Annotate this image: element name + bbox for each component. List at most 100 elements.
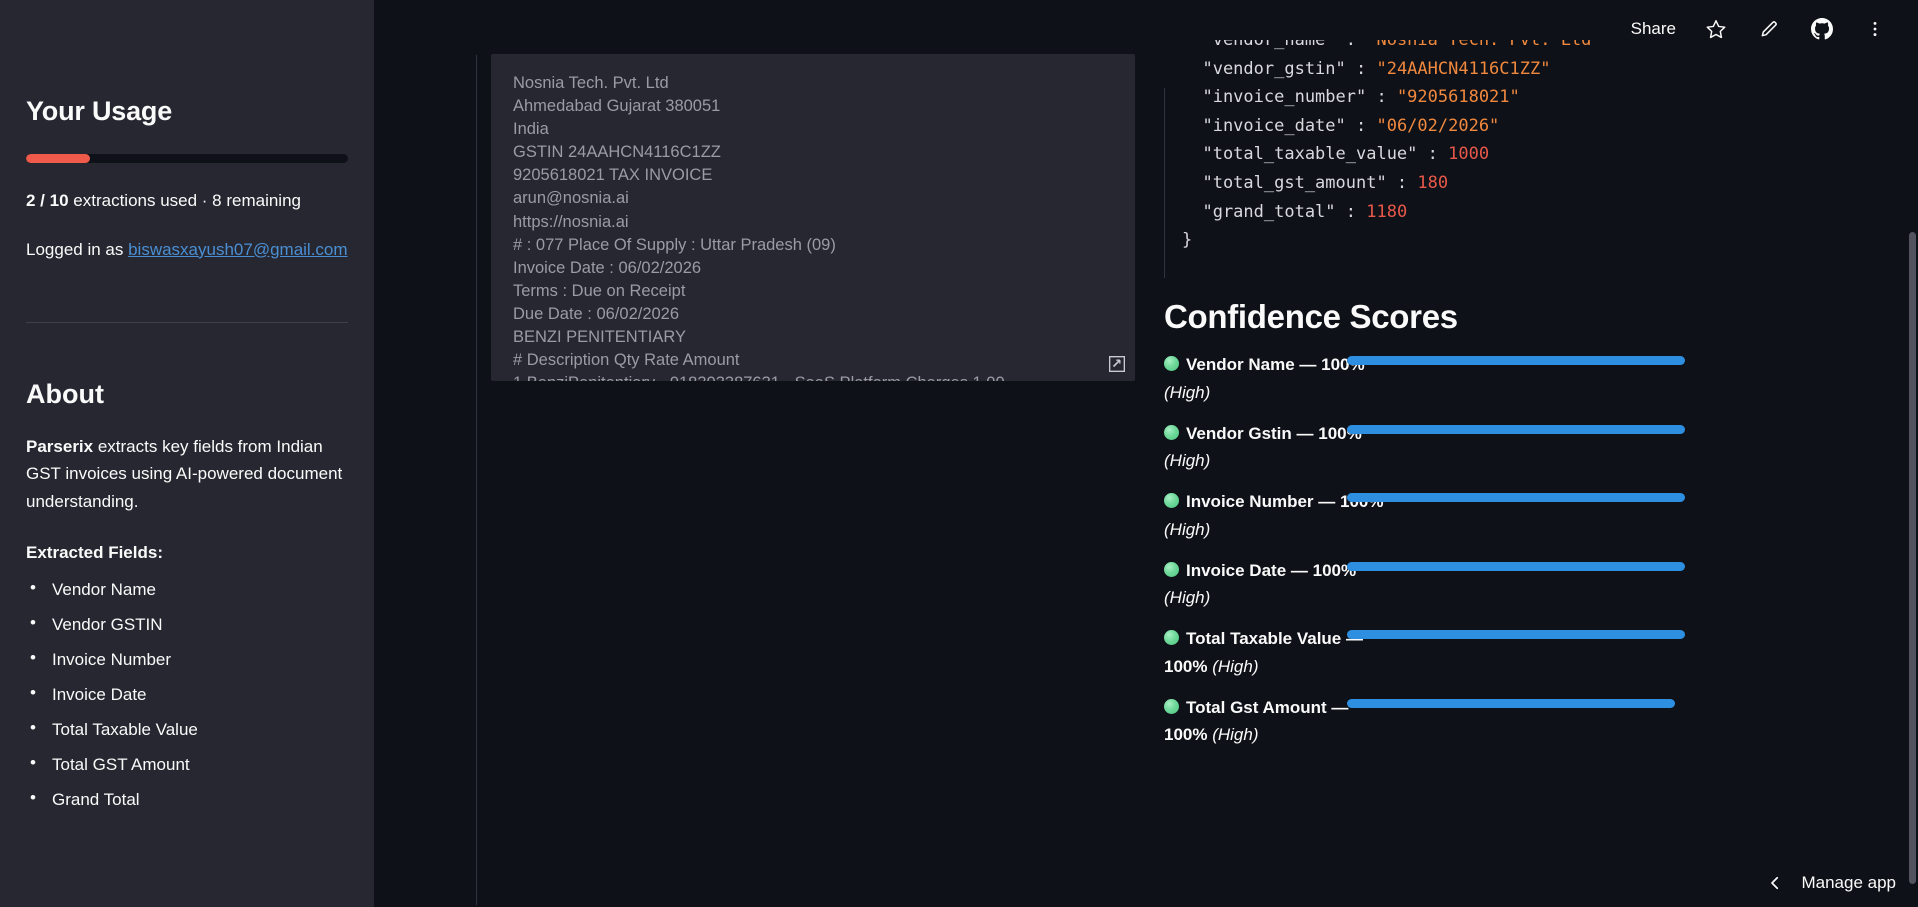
confidence-percent: 100% — [1164, 656, 1213, 676]
logged-in-prefix: Logged in as — [26, 239, 129, 259]
confidence-quality: (High) — [1164, 519, 1211, 539]
status-dot-icon — [1164, 356, 1179, 371]
code-line: "vendor_gstin" : "24AAHCN4116C1ZZ" — [1164, 55, 1904, 84]
confidence-field-name: Total Taxable Value — — [1186, 629, 1363, 648]
confidence-percent: 100% — [1164, 725, 1213, 745]
code-line: "invoice_date" : "06/02/2026" — [1164, 112, 1904, 141]
json-value: 1000 — [1448, 144, 1490, 165]
confidence-progress-fill — [1347, 493, 1685, 502]
user-email-link[interactable]: biswasxayush07@gmail.com — [128, 239, 348, 259]
status-dot-icon — [1164, 493, 1179, 508]
json-value: 180 — [1417, 172, 1449, 193]
json-key: "vendor_gstin" : — [1182, 58, 1377, 79]
confidence-label: Total Gst Amount — 100% (High) — [1164, 694, 1389, 749]
confidence-label: Vendor Gstin — 100% (High) — [1164, 420, 1389, 475]
json-value: "24AAHCN4116C1ZZ" — [1376, 58, 1551, 79]
document-line: # : 077 Place Of Supply : Uttar Pradesh … — [513, 235, 836, 254]
logged-in-row: Logged in as biswasxayush07@gmail.com — [26, 240, 348, 260]
confidence-scores-list: Vendor Name — 100% (High) Vendor Gstin — … — [1164, 348, 1904, 759]
share-button[interactable]: Share — [1630, 19, 1676, 38]
confidence-progress-fill — [1347, 630, 1685, 639]
document-line: Terms : Due on Receipt — [513, 281, 686, 300]
code-line: "vendor_name" : "Nosnia Tech. Pvt. Ltd" — [1164, 40, 1904, 55]
about-heading: About — [26, 378, 104, 409]
manage-app-label: Manage app — [1801, 873, 1896, 892]
confidence-percent: 100% — [1312, 560, 1357, 580]
page-scrollbar[interactable] — [1909, 232, 1916, 884]
document-preview-panel[interactable]: Nosnia Tech. Pvt. Ltd Ahmedabad Gujarat 3… — [491, 54, 1135, 381]
confidence-progress-fill — [1347, 698, 1675, 708]
document-line: 1 BenziPenitentiary - 918303387631 - Saa… — [513, 372, 1113, 381]
main-content: Share — [374, 0, 1918, 907]
expand-icon[interactable] — [1107, 354, 1127, 374]
extracted-fields-heading: Extracted Fields: — [26, 543, 163, 563]
manage-app-button[interactable]: Manage app — [1766, 873, 1896, 893]
confidence-progress-fill — [1347, 424, 1685, 434]
status-dot-icon — [1164, 424, 1179, 440]
star-icon[interactable] — [1703, 16, 1729, 42]
json-key: "grand_total" : — [1182, 201, 1367, 222]
confidence-field-name: Invoice Number — — [1186, 492, 1340, 511]
app-brand-name: Parserix — [26, 436, 94, 456]
more-vertical-icon[interactable] — [1862, 16, 1888, 42]
code-line: "total_gst_amount" : 180 — [1164, 169, 1904, 198]
confidence-progress-bar — [1347, 561, 1685, 571]
confidence-progress-bar — [1347, 356, 1685, 365]
about-paragraph: Parserix extracts key fields from Indian… — [26, 433, 348, 516]
list-item: Grand Total — [26, 789, 348, 826]
json-key: } — [1182, 230, 1193, 251]
json-code-block[interactable]: "vendor_name" : "Nosnia Tech. Pvt. Ltd" … — [1164, 40, 1904, 278]
confidence-quality: (High) — [1164, 451, 1211, 471]
json-value: 1180 — [1366, 201, 1408, 222]
confidence-field-name: Total Gst Amount — — [1186, 697, 1349, 717]
usage-heading: Your Usage — [26, 96, 173, 126]
json-key: "total_gst_amount" : — [1182, 172, 1418, 193]
document-line: https://nosnia.ai — [513, 212, 629, 231]
document-line: Ahmedabad Gujarat 380051 — [513, 97, 721, 116]
about-description: extracts key fields from Indian GST invo… — [26, 436, 343, 511]
json-key: "invoice_date" : — [1182, 115, 1377, 136]
confidence-label: Total Taxable Value — 100% (High) — [1164, 625, 1389, 680]
github-icon[interactable] — [1809, 16, 1835, 42]
confidence-quality: (High) — [1212, 656, 1259, 676]
pencil-icon[interactable] — [1756, 16, 1782, 42]
code-line: "invoice_number" : "9205618021" — [1164, 83, 1904, 112]
document-line: Nosnia Tech. Pvt. Ltd — [513, 74, 669, 92]
confidence-progress-fill — [1347, 561, 1685, 571]
list-item: Invoice Date — [26, 684, 348, 721]
confidence-progress-fill — [1347, 356, 1685, 365]
json-key: "total_taxable_value" : — [1182, 144, 1449, 165]
status-dot-icon — [1164, 698, 1179, 714]
document-line: GSTIN 24AAHCN4116C1ZZ — [513, 143, 721, 162]
confidence-field-name: Invoice Date — — [1186, 560, 1313, 580]
confidence-progress-bar — [1347, 424, 1685, 434]
confidence-item: Invoice Date — 100% (High) — [1164, 554, 1904, 623]
extracted-fields-list: Vendor NameVendor GSTINInvoice NumberInv… — [26, 579, 348, 826]
list-item: Total Taxable Value — [26, 719, 348, 756]
sidebar: Your Usage 2 / 10 extractions used · 8 r… — [0, 0, 374, 907]
usage-count: 2 / 10 — [26, 191, 69, 210]
confidence-label: Vendor Name — 100% (High) — [1164, 351, 1389, 406]
content-left-rule — [476, 55, 477, 905]
confidence-field-name: Vendor Name — — [1186, 355, 1322, 374]
document-line: BENZI PENITENTIARY — [513, 328, 686, 347]
confidence-field-name: Vendor Gstin — — [1186, 423, 1319, 443]
confidence-item: Vendor Name — 100% (High) — [1164, 348, 1904, 417]
confidence-quality: (High) — [1164, 382, 1211, 402]
confidence-quality: (High) — [1164, 588, 1211, 608]
status-dot-icon — [1164, 561, 1179, 577]
list-item: Total GST Amount — [26, 754, 348, 791]
code-line: } — [1164, 226, 1904, 255]
document-line: Due Date : 06/02/2026 — [513, 304, 680, 323]
code-line: "grand_total" : 1180 — [1164, 198, 1904, 227]
usage-progress-bar — [26, 154, 348, 163]
list-item: Vendor Name — [26, 579, 348, 616]
confidence-progress-bar — [1347, 630, 1685, 639]
code-left-rule — [1164, 88, 1165, 278]
document-line: 9205618021 TAX INVOICE — [513, 166, 713, 185]
json-code-lines: "vendor_name" : "Nosnia Tech. Pvt. Ltd" … — [1164, 40, 1904, 255]
json-value: "06/02/2026" — [1376, 115, 1500, 136]
json-key: "invoice_number" : — [1182, 87, 1397, 108]
confidence-quality: (High) — [1212, 725, 1259, 745]
